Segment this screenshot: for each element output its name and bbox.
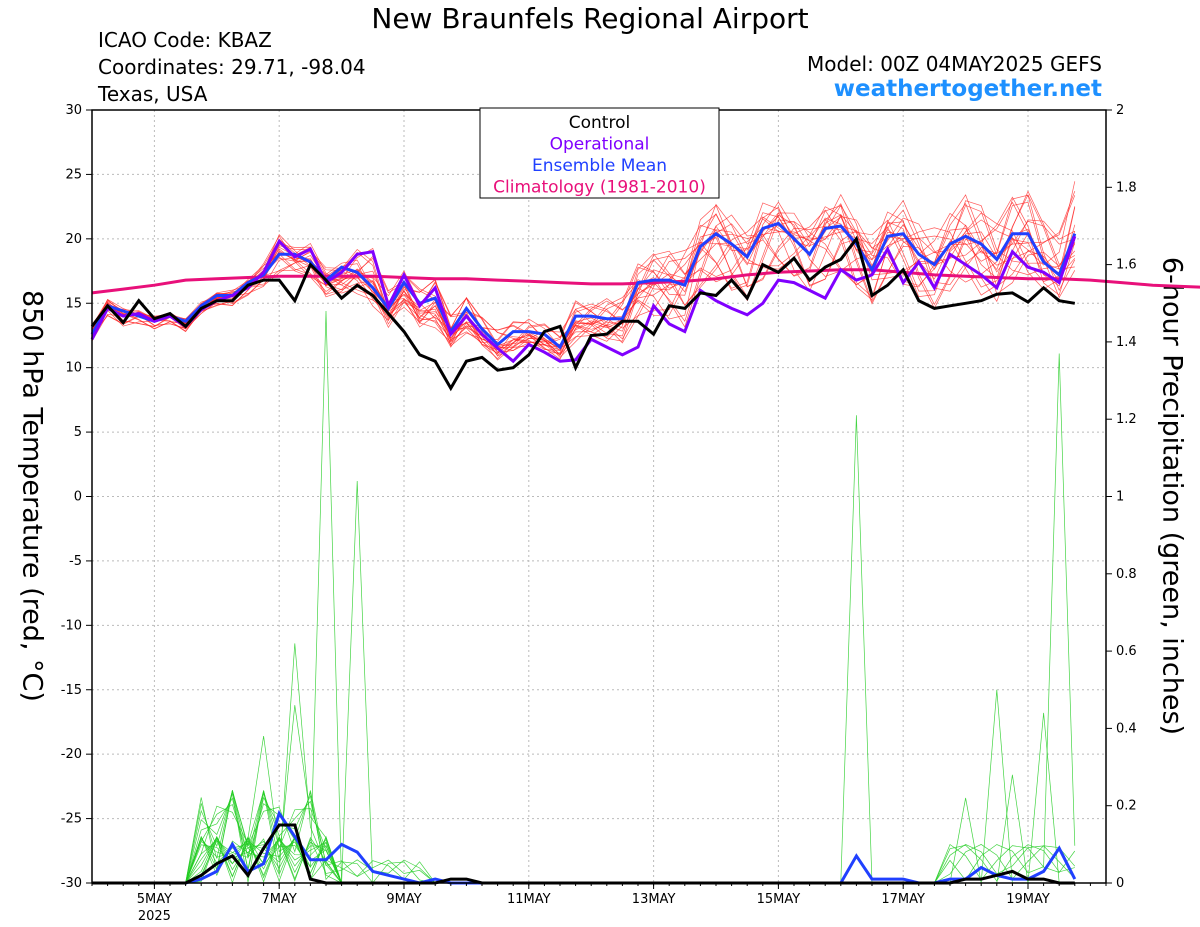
y-tick-right-label: 1.2	[1116, 412, 1137, 427]
y-tick-left-label: 30	[65, 103, 82, 118]
legend-entry: Climatology (1981-2010)	[493, 178, 706, 198]
precip-member-line	[92, 790, 1075, 884]
temp-member-line	[91, 200, 1076, 354]
precip-member-line	[92, 790, 1075, 884]
y-tick-left-label: 15	[65, 296, 82, 311]
legend-box	[479, 107, 720, 199]
x-tick-label: 7MAY	[262, 892, 297, 907]
precip-member-line	[92, 353, 1076, 884]
temp-member-line	[91, 204, 1076, 356]
temp-member-line	[91, 211, 1075, 351]
x-tick-label: 11MAY	[507, 892, 551, 907]
precip-member-line	[92, 790, 1075, 884]
x-tick-label: 19MAY	[1006, 892, 1050, 907]
temp-member-line	[91, 190, 1076, 352]
y-tick-right-label: 0	[1116, 876, 1124, 891]
temp-control-line	[90, 235, 1076, 392]
temp-member-line	[91, 194, 1076, 348]
y-tick-right-label: 0.2	[1116, 799, 1137, 814]
chart-title: New Braunfels Regional Airport	[371, 2, 809, 35]
legend-entry: Operational	[550, 135, 650, 155]
y-tick-right-label: 1.4	[1116, 335, 1137, 350]
legend-entry: Ensemble Mean	[532, 156, 667, 176]
precip-member-line	[92, 310, 1075, 884]
y-tick-left-label: -15	[61, 683, 82, 698]
y-tick-left-label: 0	[74, 490, 82, 505]
precip-member-line	[92, 797, 1075, 884]
icao-code: ICAO Code: KBAZ	[98, 28, 272, 52]
x-tick-label: 9MAY	[386, 892, 421, 907]
y-tick-left-label: -25	[61, 812, 82, 827]
y-tick-left-label: -5	[69, 554, 82, 569]
region: Texas, USA	[98, 82, 208, 106]
site-link[interactable]: weathertogether.net	[833, 76, 1102, 102]
series-layer	[90, 221, 1200, 885]
y-tick-left-label: 5	[74, 425, 82, 440]
grid	[92, 109, 1106, 884]
axes: 302520151050-5-10-15-20-25-3021.81.61.41…	[61, 103, 1137, 924]
x-tick-year-label: 2025	[138, 909, 171, 924]
precip-members	[92, 310, 1076, 885]
temp-member-line	[91, 195, 1076, 356]
y-tick-right-label: 2	[1116, 103, 1124, 118]
y-tick-right-label: 1	[1116, 490, 1124, 505]
precip-ensemble-mean-line	[92, 809, 1077, 885]
y-tick-left-label: -20	[61, 747, 82, 762]
y-tick-right-label: 1.8	[1116, 180, 1137, 195]
y-tick-right-label: 0.8	[1116, 567, 1137, 582]
y-tick-right-label: 1.6	[1116, 258, 1137, 273]
y-tick-left-label: 20	[65, 232, 82, 247]
legend-entry: Control	[569, 113, 630, 133]
x-tick-label: 5MAY	[137, 892, 172, 907]
coordinates: Coordinates: 29.71, -98.04	[98, 55, 366, 79]
precip-member-line	[92, 480, 1075, 885]
x-tick-label: 17MAY	[881, 892, 925, 907]
y-tick-left-label: 25	[65, 167, 82, 182]
temp-member-line	[91, 204, 1076, 351]
temp-member-line	[91, 206, 1076, 361]
precip-member-line	[92, 791, 1076, 884]
y-tick-left-label: -30	[61, 876, 82, 891]
precip-member-line	[92, 415, 1075, 884]
y-tick-left-label: 10	[65, 361, 82, 376]
model-run: Model: 00Z 04MAY2025 GEFS	[807, 52, 1102, 76]
y-tick-left-label: -10	[61, 618, 82, 633]
temp-member-line	[91, 181, 1076, 354]
temp-members	[91, 181, 1076, 361]
y-tick-right-label: 0.6	[1116, 644, 1137, 659]
x-tick-label: 13MAY	[632, 892, 676, 907]
temp-member-line	[91, 194, 1076, 350]
y-tick-right-label: 0.4	[1116, 721, 1137, 736]
x-tick-label: 15MAY	[757, 892, 801, 907]
temp-member-line	[91, 202, 1076, 360]
